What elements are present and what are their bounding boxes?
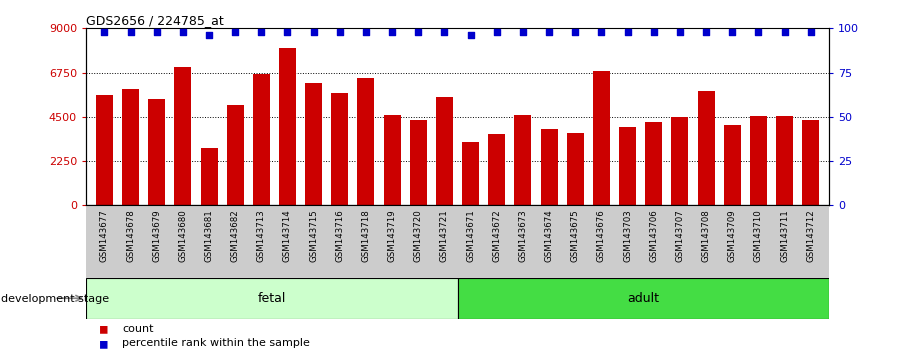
Text: GSM143713: GSM143713 (256, 209, 265, 262)
Point (568, 29, 583, 35)
Point (594, 29, 609, 35)
Bar (645, 122, 662, 205)
Text: GSM143719: GSM143719 (388, 209, 397, 262)
Point (254, 29, 268, 35)
Text: GSM143711: GSM143711 (780, 209, 789, 262)
Text: GSM143714: GSM143714 (283, 209, 292, 262)
Text: GSM143721: GSM143721 (440, 209, 449, 262)
Text: GSM143710: GSM143710 (754, 209, 763, 262)
Bar (541, 129, 557, 205)
Point (176, 29, 190, 35)
Point (463, 33, 477, 38)
Bar (776, 116, 793, 205)
Bar (567, 132, 583, 205)
Point (411, 29, 426, 35)
Point (359, 29, 373, 35)
Bar (488, 133, 506, 205)
Text: GSM143673: GSM143673 (518, 209, 527, 262)
Text: GSM143720: GSM143720 (414, 209, 423, 262)
Text: GSM143680: GSM143680 (178, 209, 188, 262)
Bar (671, 117, 689, 205)
Text: GSM143674: GSM143674 (545, 209, 554, 262)
Point (123, 29, 138, 35)
Text: GSM143679: GSM143679 (152, 209, 161, 262)
Point (542, 29, 556, 35)
Point (385, 29, 400, 35)
Bar (358, 79, 374, 205)
Bar (802, 120, 819, 205)
Text: GSM143712: GSM143712 (806, 209, 815, 262)
Text: ■: ■ (100, 322, 107, 335)
Point (97, 29, 111, 35)
Text: adult: adult (627, 292, 660, 305)
Text: GSM143672: GSM143672 (492, 209, 501, 262)
Text: GSM143671: GSM143671 (466, 209, 475, 262)
Text: GSM143708: GSM143708 (701, 209, 710, 262)
Point (202, 33, 217, 38)
Point (516, 29, 530, 35)
Bar (305, 84, 323, 205)
Bar (724, 125, 741, 205)
Text: fetal: fetal (257, 292, 286, 305)
Point (333, 29, 347, 35)
Bar (750, 116, 766, 205)
Point (751, 29, 766, 35)
Text: GSM143707: GSM143707 (675, 209, 684, 262)
Point (228, 29, 243, 35)
Text: GSM143716: GSM143716 (335, 209, 344, 262)
Point (306, 29, 321, 35)
Text: percentile rank within the sample: percentile rank within the sample (122, 338, 310, 348)
Bar (96, 95, 113, 205)
Text: GSM143706: GSM143706 (650, 209, 659, 262)
Text: count: count (122, 324, 154, 333)
Bar (332, 93, 348, 205)
Bar (174, 67, 191, 205)
Text: GSM143709: GSM143709 (728, 209, 737, 262)
Bar (383, 115, 400, 205)
Bar (462, 142, 479, 205)
Point (149, 29, 164, 35)
Text: GSM143678: GSM143678 (126, 209, 135, 262)
Bar (149, 99, 165, 205)
Bar (436, 97, 453, 205)
Point (438, 29, 452, 35)
Text: GSM143681: GSM143681 (205, 209, 214, 262)
Text: GSM143675: GSM143675 (571, 209, 580, 262)
Bar (619, 127, 636, 205)
Text: GSM143677: GSM143677 (100, 209, 109, 262)
Text: GDS2656 / 224785_at: GDS2656 / 224785_at (86, 14, 224, 27)
Text: GSM143682: GSM143682 (231, 209, 240, 262)
Point (699, 29, 713, 35)
Point (647, 29, 661, 35)
Text: GSM143715: GSM143715 (309, 209, 318, 262)
Point (489, 29, 504, 35)
Bar (410, 120, 427, 205)
Text: ■: ■ (100, 337, 107, 350)
Point (672, 29, 687, 35)
Bar (253, 74, 270, 205)
Bar (279, 48, 296, 205)
Point (621, 29, 635, 35)
Text: development stage: development stage (1, 294, 109, 304)
Bar (86, 278, 458, 319)
Bar (226, 105, 244, 205)
Point (777, 29, 792, 35)
Text: GSM143703: GSM143703 (623, 209, 632, 262)
Text: GSM143718: GSM143718 (361, 209, 371, 262)
Point (804, 29, 818, 35)
Bar (200, 148, 217, 205)
Point (280, 29, 294, 35)
Bar (593, 70, 610, 205)
Bar (515, 115, 532, 205)
Bar (122, 89, 139, 205)
Text: GSM143676: GSM143676 (597, 209, 606, 262)
Bar (458, 278, 829, 319)
Point (725, 29, 739, 35)
Bar (698, 91, 715, 205)
